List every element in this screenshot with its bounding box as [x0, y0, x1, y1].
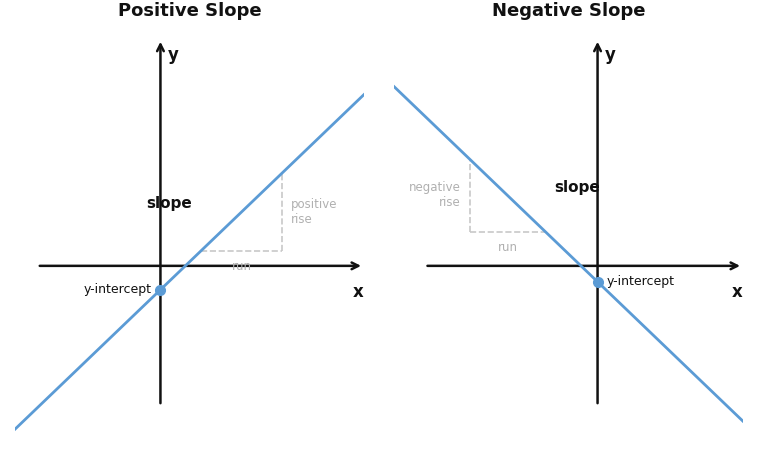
Text: y: y — [605, 46, 615, 64]
Text: run: run — [497, 241, 518, 254]
Text: y-intercept: y-intercept — [83, 283, 152, 296]
Text: x: x — [352, 284, 363, 302]
Title: Positive Slope: Positive Slope — [117, 2, 262, 20]
Title: Negative Slope: Negative Slope — [492, 2, 645, 20]
Text: y-intercept: y-intercept — [606, 275, 675, 288]
Text: positive
rise: positive rise — [291, 198, 338, 226]
Text: slope: slope — [554, 180, 600, 195]
Text: y: y — [168, 46, 178, 64]
Text: run: run — [232, 260, 252, 273]
Text: x: x — [731, 284, 742, 302]
Text: negative
rise: negative rise — [409, 181, 461, 209]
Text: slope: slope — [146, 196, 193, 211]
